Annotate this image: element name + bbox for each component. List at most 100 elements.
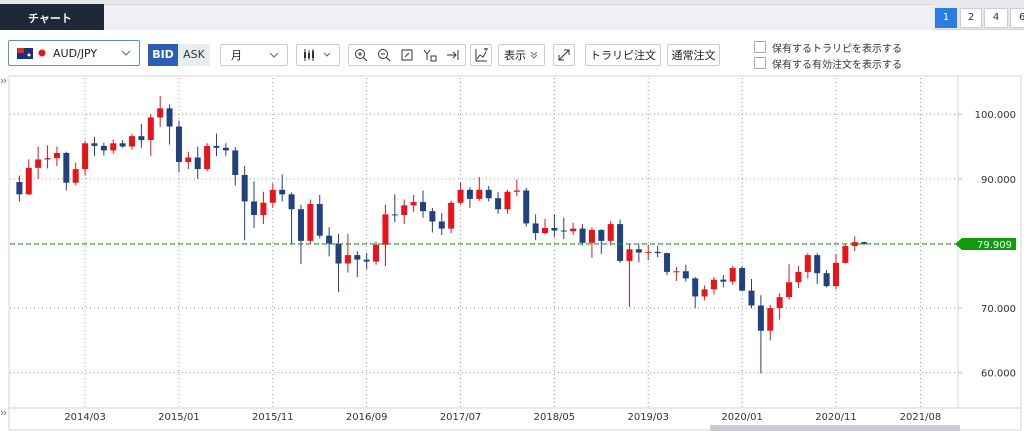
- status-dot: [38, 49, 46, 57]
- jump-latest[interactable]: [446, 48, 460, 62]
- candle-body: [100, 145, 107, 151]
- candle-body: [354, 255, 361, 260]
- candle-body: [476, 189, 483, 199]
- candle-body: [147, 117, 154, 141]
- candle-body: [823, 273, 830, 287]
- x-tick-label: 2021/08: [900, 412, 942, 423]
- candle-body: [157, 108, 164, 118]
- expand-icon: [558, 49, 570, 61]
- candle-body: [194, 157, 201, 170]
- candle-body: [251, 201, 258, 216]
- candle-body: [213, 145, 220, 148]
- candle-body: [626, 249, 633, 261]
- candle-body: [222, 147, 229, 151]
- x-tick-label: 2015/01: [158, 412, 200, 423]
- flag-icon: [17, 47, 33, 59]
- candle-body: [579, 228, 586, 243]
- candle-body: [635, 249, 642, 253]
- candle-body: [861, 242, 868, 245]
- checkbox-label: 保有するトラリピを表示する: [772, 43, 902, 55]
- candle-body: [138, 136, 145, 141]
- tool-buttons: [348, 44, 466, 66]
- show-orders-checkbox[interactable]: 保有する有効注文を表示する: [754, 56, 902, 71]
- candle-body: [485, 189, 492, 199]
- page-button[interactable]: 6: [1010, 8, 1024, 28]
- candle-body: [542, 227, 549, 234]
- candle-body: [570, 228, 577, 232]
- period-select[interactable]: 月: [220, 44, 288, 66]
- candle-body: [654, 251, 661, 254]
- candle-body: [739, 268, 746, 291]
- chart-tab[interactable]: チャート: [0, 4, 104, 30]
- candle-body: [495, 198, 502, 210]
- candle-body: [307, 204, 314, 241]
- candle-body: [786, 282, 793, 298]
- candle-body: [326, 235, 333, 244]
- chart-frame: [8, 75, 1022, 431]
- candle-body: [795, 271, 802, 283]
- y-tick-label: 90.000: [981, 175, 1016, 186]
- candle-body: [63, 152, 70, 183]
- candle-body: [110, 143, 117, 151]
- current-price-tag: [955, 238, 1016, 251]
- checkbox-label: 保有する有効注文を表示する: [772, 59, 902, 71]
- normal-order-button[interactable]: 通常注文: [667, 44, 720, 66]
- candle-body: [25, 167, 32, 195]
- collapse-arrow[interactable]: [0, 410, 7, 416]
- candle-icon: [304, 49, 331, 61]
- candle-body: [16, 182, 23, 195]
- collapse-arrow[interactable]: [0, 78, 7, 84]
- candle-body: [701, 289, 708, 297]
- candle-body: [692, 278, 699, 297]
- ask-button[interactable]: ASK: [178, 44, 210, 66]
- candle-body: [748, 290, 755, 306]
- scrollbar[interactable]: [710, 425, 960, 431]
- page-button[interactable]: 4: [984, 8, 1008, 28]
- y-tick-label: 100.000: [975, 110, 1016, 121]
- candle-body: [82, 143, 89, 170]
- trarip-order-button[interactable]: トラリピ注文: [585, 44, 661, 66]
- candle-body: [401, 205, 408, 216]
- candle-body: [316, 204, 323, 236]
- display-button[interactable]: 表示: [498, 44, 545, 66]
- current-price-label: 79.909: [977, 240, 1012, 251]
- candle-body: [260, 202, 267, 216]
- candle-body: [757, 305, 764, 331]
- candle-body: [832, 262, 839, 287]
- page-button[interactable]: 2: [960, 8, 982, 28]
- y-tick-label: 70.000: [981, 304, 1016, 315]
- candle-body: [645, 251, 652, 253]
- candle-body: [269, 189, 276, 203]
- candle-body: [551, 227, 558, 231]
- y-lock[interactable]: [423, 48, 437, 62]
- add-indicator[interactable]: [470, 44, 492, 66]
- pair-select[interactable]: AUD/JPY: [8, 40, 140, 66]
- candle-body: [682, 271, 689, 279]
- zoom-out[interactable]: [377, 48, 391, 62]
- x-tick-label: 2014/03: [64, 412, 106, 423]
- caret: [121, 50, 131, 56]
- candle-body: [513, 190, 520, 192]
- candle-body: [373, 244, 380, 262]
- candle-body: [119, 143, 126, 147]
- candle-body: [560, 230, 567, 232]
- expand-button[interactable]: [553, 44, 575, 66]
- candle-body: [232, 150, 239, 175]
- fit-button[interactable]: [400, 48, 414, 62]
- candle-body: [44, 158, 51, 160]
- page-button[interactable]: 1: [935, 8, 957, 28]
- show-trarip-checkbox[interactable]: 保有するトラリピを表示する: [754, 40, 902, 55]
- candle-body: [72, 169, 79, 183]
- candle-body: [720, 279, 727, 282]
- candle-body: [288, 194, 295, 210]
- x-tick-label: 2020/11: [815, 412, 857, 423]
- zoom-in[interactable]: [354, 48, 368, 62]
- x-tick-label: 2016/09: [346, 412, 388, 423]
- candle-body: [175, 126, 182, 163]
- bid-button[interactable]: BID: [148, 44, 178, 66]
- tab-strip: [104, 4, 934, 30]
- x-tick-label: 2019/03: [627, 412, 669, 423]
- candle-body: [523, 190, 530, 224]
- chart-type-select[interactable]: [296, 44, 340, 66]
- candle-body: [382, 214, 389, 245]
